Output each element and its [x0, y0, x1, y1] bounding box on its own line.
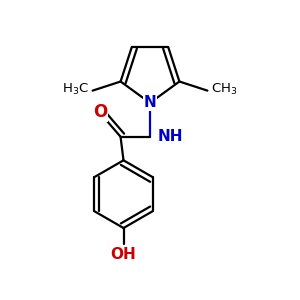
Text: N: N	[144, 95, 156, 110]
Text: CH$_3$: CH$_3$	[211, 82, 237, 97]
Text: H$_3$C: H$_3$C	[62, 82, 89, 97]
Text: NH: NH	[158, 129, 183, 144]
Text: OH: OH	[111, 247, 136, 262]
Text: O: O	[93, 103, 107, 121]
